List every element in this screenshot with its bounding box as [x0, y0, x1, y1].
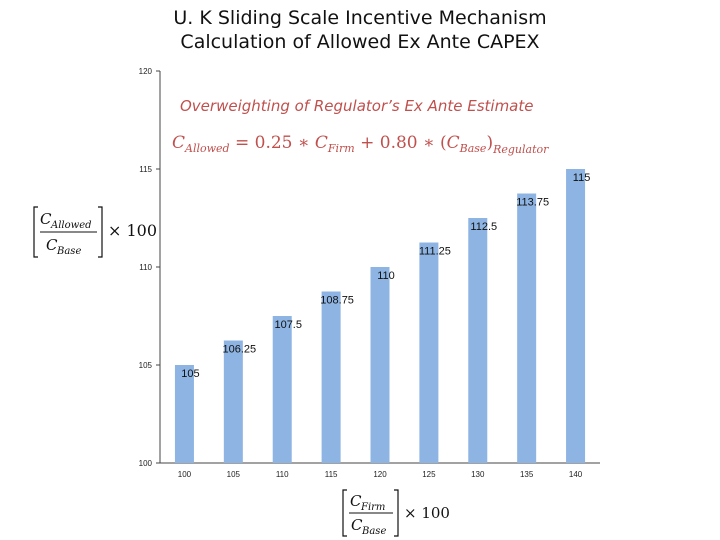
- chart-title: U. K Sliding Scale Incentive Mechanism C…: [0, 6, 720, 54]
- y-tick-label: 115: [139, 165, 152, 174]
- data-label: 108.75: [320, 295, 354, 307]
- chart-title-line-1: U. K Sliding Scale Incentive Mechanism: [173, 7, 547, 29]
- x-tick-label: 135: [520, 470, 534, 479]
- bar: [174, 365, 194, 463]
- x-tick-label: 140: [569, 470, 583, 479]
- bar: [223, 340, 243, 463]
- y-tick-label: 120: [139, 67, 153, 76]
- formula-text: CAllowed = 0.25 ∗ CFirm + 0.80 ∗ (CBase)…: [172, 133, 549, 156]
- data-label: 106.25: [223, 344, 257, 356]
- svg-text:× 100: × 100: [108, 221, 157, 240]
- y-tick-label: 110: [139, 263, 152, 272]
- data-label: 112.5: [470, 221, 497, 233]
- data-label: 107.5: [274, 319, 302, 331]
- bar: [566, 169, 586, 463]
- svg-text:Allowed: Allowed: [50, 220, 92, 231]
- bars: [174, 169, 586, 463]
- data-label: 111.25: [419, 246, 451, 258]
- bar: [370, 267, 390, 463]
- data-label: 105: [181, 368, 199, 380]
- data-label: 113.75: [516, 197, 549, 209]
- x-tick-label: 110: [276, 470, 289, 479]
- svg-text:Base: Base: [56, 246, 81, 257]
- annotation-formula: CAllowed = 0.25 ∗ CFirm + 0.80 ∗ (CBase)…: [172, 133, 549, 156]
- annotation-heading: Overweighting of Regulator’s Ex Ante Est…: [180, 97, 533, 115]
- x-tick-label: 115: [325, 470, 338, 479]
- x-tick-label: 105: [227, 470, 241, 479]
- x-tick-label: 130: [471, 470, 485, 479]
- bar: [468, 218, 488, 463]
- svg-text:C: C: [46, 236, 58, 254]
- y-tick-label: 105: [139, 361, 153, 370]
- svg-text:Base: Base: [361, 526, 386, 537]
- y-axis-label: C Allowed C Base × 100: [33, 206, 157, 258]
- svg-text:C: C: [350, 492, 362, 510]
- bar: [272, 316, 292, 463]
- bar: [321, 291, 341, 463]
- x-ticks: 100 105 110 115 120 125 130 135 140: [178, 470, 583, 479]
- x-tick-label: 120: [373, 470, 387, 479]
- bar: [517, 193, 537, 463]
- chart-title-line-2: Calculation of Allowed Ex Ante CAPEX: [180, 31, 540, 53]
- data-label: 110: [377, 270, 395, 282]
- svg-text:× 100: × 100: [404, 504, 450, 522]
- svg-text:C: C: [40, 210, 52, 228]
- data-label: 115: [573, 172, 591, 184]
- y-tick-label: 100: [139, 459, 153, 468]
- svg-text:C: C: [351, 516, 363, 534]
- x-tick-label: 100: [178, 470, 192, 479]
- svg-text:Firm: Firm: [360, 502, 385, 513]
- x-axis-label: C Firm C Base × 100: [342, 489, 450, 537]
- bar: [419, 242, 439, 463]
- data-labels: 105 106.25 107.5 108.75 110 111.25 112.5 113.75…: [181, 172, 590, 380]
- x-tick-label: 125: [422, 470, 436, 479]
- y-ticks: 100 105 110 115 120: [139, 67, 160, 468]
